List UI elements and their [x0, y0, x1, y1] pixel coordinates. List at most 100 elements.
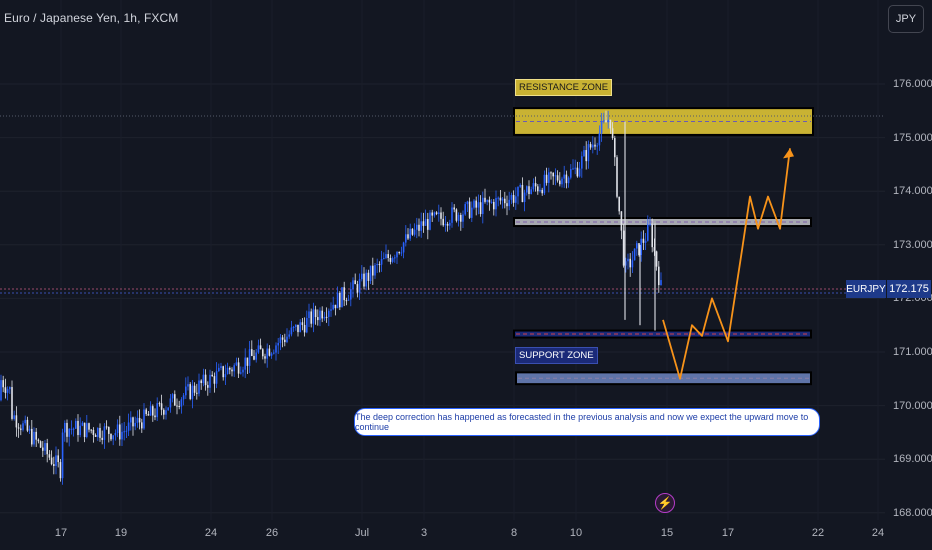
- candle-body: [532, 183, 535, 190]
- candle-body: [600, 121, 603, 134]
- candle-body: [50, 457, 53, 465]
- candle-body: [116, 424, 119, 434]
- candle-body: [295, 324, 297, 327]
- candle-body: [46, 443, 48, 455]
- candle-body: [422, 221, 425, 226]
- lightning-bolt-icon[interactable]: ⚡: [655, 493, 675, 513]
- candle-body: [61, 432, 64, 479]
- candle-body: [110, 433, 112, 440]
- candle-body: [442, 218, 444, 226]
- candle-body: [411, 228, 414, 235]
- candle-body: [341, 287, 343, 308]
- candle-body: [15, 415, 18, 428]
- candle-body: [215, 371, 218, 384]
- candle-body: [231, 369, 233, 372]
- candle-body: [372, 265, 374, 276]
- candle-body: [644, 240, 647, 243]
- candle-body: [299, 322, 301, 333]
- candle-body: [581, 156, 583, 169]
- candle-body: [176, 405, 178, 407]
- candle-body: [77, 420, 79, 436]
- candle-body: [402, 242, 405, 253]
- x-tick-label: 8: [510, 527, 518, 539]
- candle-body: [152, 406, 154, 416]
- candle-body: [13, 415, 15, 419]
- candle-body: [576, 167, 579, 177]
- candle-body: [655, 251, 658, 267]
- candle-body: [638, 243, 640, 256]
- price-axis[interactable]: [885, 0, 932, 550]
- candle-body: [281, 337, 284, 340]
- candle-body: [548, 172, 550, 183]
- candle-body: [147, 414, 150, 416]
- candle-body: [512, 195, 515, 203]
- candle-body: [416, 224, 418, 230]
- candle-body: [163, 409, 165, 415]
- candle-body: [31, 428, 33, 445]
- candle-body: [473, 200, 475, 208]
- y-tick-label: 174.000: [893, 185, 932, 198]
- x-tick-label: 24: [204, 527, 218, 539]
- candle-body: [72, 428, 75, 430]
- candle-body: [37, 439, 40, 442]
- candle-body: [554, 175, 557, 177]
- projection-line: [662, 148, 791, 380]
- candle-body: [526, 186, 528, 193]
- candle-body: [607, 119, 609, 123]
- candle-body: [138, 417, 141, 423]
- candle-body: [317, 317, 319, 321]
- chart-title: Euro / Japanese Yen, 1h, FXCM: [4, 11, 179, 25]
- candle-body: [486, 199, 488, 202]
- y-tick-label: 170.000: [893, 399, 932, 412]
- candle-body: [550, 172, 552, 174]
- candle-body: [301, 322, 304, 325]
- candle-body: [119, 424, 121, 440]
- currency-button[interactable]: JPY: [888, 5, 924, 33]
- candle-body: [26, 419, 29, 431]
- candle-body: [86, 423, 88, 437]
- current-price-badge: 172.175: [887, 280, 931, 298]
- x-tick-label: 26: [265, 527, 279, 539]
- x-tick-label: 15: [660, 527, 674, 539]
- candle-body: [440, 212, 442, 219]
- candle-body: [660, 280, 662, 286]
- candle-body: [378, 264, 381, 266]
- candle-body: [207, 385, 209, 388]
- candle-body: [220, 366, 222, 368]
- candle-body: [356, 284, 359, 293]
- candle-body: [627, 258, 629, 262]
- candle-body: [409, 228, 411, 239]
- candle-body: [433, 212, 436, 216]
- candle-body: [202, 374, 205, 384]
- candle-body: [464, 204, 466, 215]
- candle-body: [83, 422, 86, 437]
- candle-body: [284, 339, 286, 343]
- candle-body: [556, 175, 559, 181]
- candle-body: [288, 334, 290, 337]
- candle-body: [132, 417, 134, 427]
- x-tick-label: 19: [114, 527, 128, 539]
- candle-body: [449, 222, 451, 226]
- candle-body: [475, 200, 477, 208]
- candle-body: [22, 423, 24, 430]
- candle-body: [101, 437, 103, 440]
- candle-body: [572, 168, 574, 170]
- candle-body: [455, 209, 458, 221]
- candle-body: [253, 355, 255, 360]
- analysis-note[interactable]: The deep correction has happened as fore…: [354, 408, 820, 436]
- candle-body: [310, 311, 312, 324]
- candle-body: [319, 310, 321, 321]
- candle-body: [380, 258, 383, 265]
- x-tick-label: 17: [54, 527, 68, 539]
- candle-body: [237, 362, 240, 374]
- candle-body: [81, 422, 84, 426]
- candle-body: [479, 202, 482, 215]
- candle-body: [521, 184, 524, 203]
- candle-body: [99, 428, 101, 438]
- candle-body: [303, 324, 306, 333]
- candle-body: [633, 248, 636, 261]
- candle-body: [178, 406, 180, 408]
- x-tick-label: 22: [811, 527, 825, 539]
- candle-body: [559, 180, 561, 185]
